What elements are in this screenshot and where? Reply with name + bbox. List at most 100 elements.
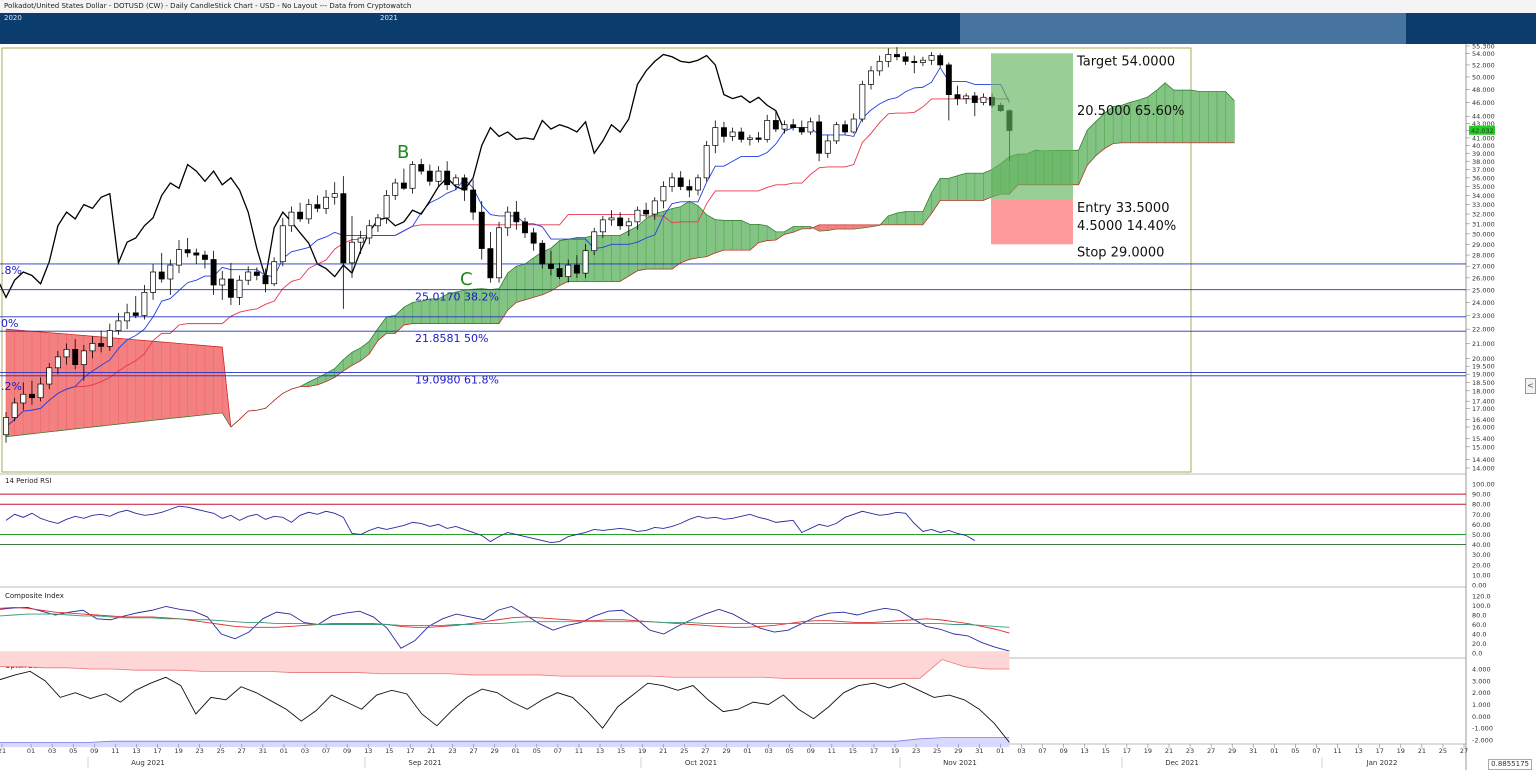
collapse-panel-button[interactable]: <: [1525, 378, 1536, 394]
candle: [703, 140, 710, 182]
ichimoku-cloud-bull: [723, 220, 733, 251]
candle: [755, 131, 762, 143]
optex-lower-band: [0, 737, 1010, 748]
candle: [963, 93, 970, 104]
composite-tick-label: 40.0: [1472, 631, 1486, 639]
optex-upper-band: [0, 651, 1010, 679]
month-label: Dec 2021: [1165, 759, 1199, 767]
risk-label: 4.5000 14.40%: [1077, 219, 1176, 234]
ichimoku-cloud-bear: [213, 346, 223, 415]
ichimoku-cloud-bull: [965, 172, 976, 201]
candle: [859, 80, 866, 122]
fib-level-label: 25.0170 38.2%: [415, 291, 499, 304]
chikou-span-line: [0, 53, 786, 299]
price-tick-label: 44.000: [1472, 113, 1495, 121]
ichimoku-cloud-bull: [1216, 91, 1226, 144]
candle: [617, 212, 624, 230]
price-tick-label: 32.000: [1472, 211, 1495, 219]
candle: [651, 197, 658, 220]
date-tick-label: 23: [196, 747, 204, 755]
candle: [945, 62, 952, 121]
chart-title: Polkadot/United States Dollar - DOTUSD (…: [4, 2, 412, 10]
date-tick-label: 09: [343, 747, 351, 755]
composite-tick-label: 60.0: [1472, 621, 1486, 629]
ichimoku-cloud-bull: [386, 315, 396, 334]
rsi-tick-label: 40.00: [1472, 541, 1491, 549]
fib-level-label: 21.8581 50%: [415, 332, 488, 345]
optex-lower-band-line: [0, 737, 1010, 743]
candle: [271, 257, 278, 287]
candle: [106, 323, 113, 351]
candle: [573, 255, 580, 278]
date-tick-label: 27: [1207, 747, 1215, 755]
candle: [184, 237, 191, 258]
date-tick-label: 27: [1460, 747, 1468, 755]
candle: [824, 134, 831, 159]
rsi-tick-label: 20.00: [1472, 561, 1491, 569]
candle: [3, 411, 9, 443]
candle: [547, 250, 554, 276]
candle: [487, 231, 494, 283]
ichimoku-cloud-bull: [689, 200, 699, 260]
date-tick-label: 23: [912, 747, 920, 755]
ichimoku-cloud-bear: [196, 344, 206, 417]
candle: [366, 219, 373, 245]
ichimoku-cloud-bull: [645, 213, 656, 270]
price-tick-label: 23.000: [1472, 312, 1495, 320]
date-tick-label: 29: [954, 747, 962, 755]
ichimoku-cloud-bear: [22, 330, 33, 436]
ichimoku-cloud-bull: [680, 200, 690, 264]
date-tick-label: 13: [132, 747, 140, 755]
candle: [375, 214, 381, 232]
ichimoku-cloud-bear: [100, 336, 111, 427]
date-tick-label: 21: [659, 747, 667, 755]
candle: [876, 55, 883, 76]
candle: [314, 195, 321, 213]
target-zone: [991, 53, 1073, 200]
date-tick-label: 29: [1228, 747, 1236, 755]
date-tick-label: 19: [638, 747, 646, 755]
fib-edge-label: 0%: [1, 317, 18, 330]
price-tick-label: 33.000: [1472, 201, 1495, 209]
month-label: Sep 2021: [408, 759, 441, 767]
composite-tick-label: 20.0: [1472, 640, 1486, 648]
optex-line: [0, 670, 1010, 743]
ichimoku-cloud-bear: [836, 224, 846, 230]
composite-title: Composite Index: [5, 592, 64, 600]
month-label: Aug 2021: [131, 759, 165, 767]
price-tick-label: 41.000: [1472, 134, 1495, 142]
candle: [816, 114, 823, 162]
candle: [426, 164, 433, 186]
candle: [530, 227, 537, 251]
fib-level-label: 19.0980 61.8%: [415, 374, 499, 387]
candle: [496, 221, 503, 283]
date-tick-label: 13: [1081, 747, 1089, 755]
navigator-selection[interactable]: [960, 13, 1406, 44]
stop-zone: [991, 199, 1073, 245]
ichimoku-cloud-bull: [939, 177, 950, 201]
wave-label-b: B: [397, 142, 409, 163]
price-tick-label: 36.000: [1472, 174, 1495, 182]
candle: [807, 117, 814, 135]
date-tick-label: 07: [322, 747, 330, 755]
composite-fast-ma-line: [0, 606, 1010, 634]
price-tick-label: 15.400: [1472, 435, 1495, 443]
ichimoku-cloud-bull: [671, 206, 682, 270]
price-tick-label: 14.400: [1472, 456, 1495, 464]
date-tick-label: 05: [533, 747, 541, 755]
date-tick-label: 27: [701, 747, 709, 755]
ichimoku-cloud-bull: [559, 238, 569, 287]
date-tick-label: 21: [1165, 747, 1173, 755]
candle: [790, 119, 797, 131]
ichimoku-cloud-bear: [204, 345, 214, 416]
candle: [193, 248, 200, 264]
date-tick-label: 13: [364, 747, 372, 755]
candle: [98, 330, 105, 353]
date-tick-label: 29: [491, 747, 499, 755]
price-tick-label: 16.000: [1472, 423, 1495, 431]
navigator-strip[interactable]: 2020 2021: [0, 13, 1536, 44]
candle: [418, 158, 425, 175]
candle: [842, 120, 849, 135]
candle: [686, 179, 693, 198]
